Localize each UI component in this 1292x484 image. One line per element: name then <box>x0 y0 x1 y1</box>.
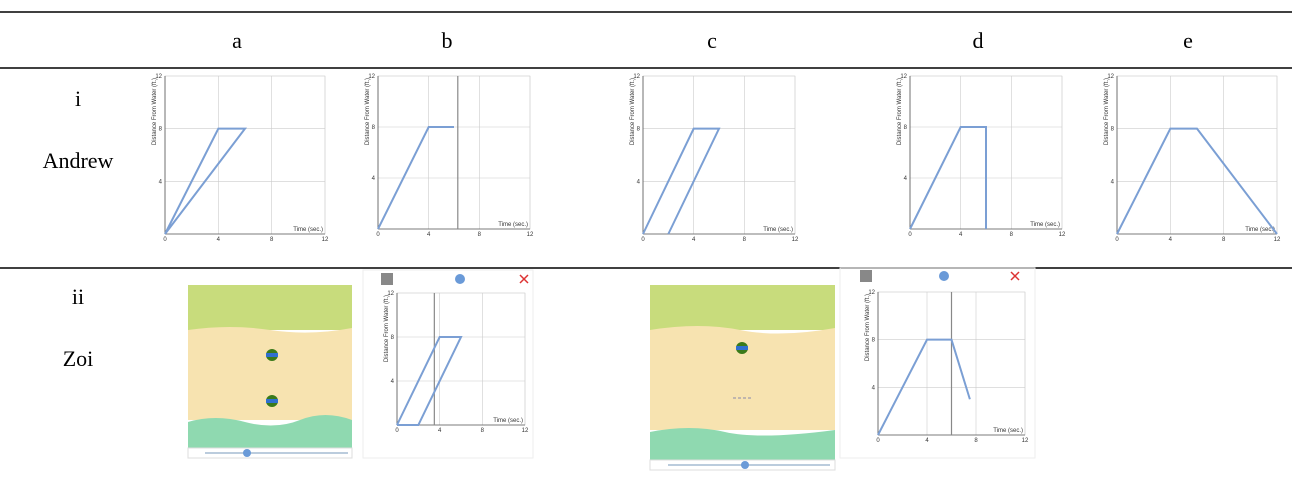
x-tick-label: 4 <box>925 438 929 444</box>
column-header: c <box>707 28 717 53</box>
x-tick-label: 8 <box>1222 237 1226 243</box>
x-tick-label: 8 <box>481 428 485 434</box>
y-axis-label: Distance From Water (ft.) <box>384 295 390 362</box>
x-tick-label: 8 <box>743 237 747 243</box>
x-axis-label: Time (sec.) <box>1030 222 1060 228</box>
y-axis-label: Distance From Water (ft.) <box>365 78 371 145</box>
slider-handle[interactable] <box>243 449 251 457</box>
y-axis-label: Distance From Water (ft.) <box>1104 78 1110 145</box>
y-tick-label: 8 <box>391 335 395 341</box>
y-tick-label: 4 <box>1111 179 1115 185</box>
slider-handle[interactable] <box>741 461 749 469</box>
y-tick-label: 8 <box>1111 127 1115 133</box>
y-tick-label: 8 <box>904 125 908 131</box>
x-tick-label: 0 <box>641 237 645 243</box>
row-name: Zoi <box>63 346 94 371</box>
x-tick-label: 12 <box>1059 232 1066 238</box>
y-tick-label: 8 <box>159 127 163 133</box>
x-tick-label: 0 <box>1115 237 1119 243</box>
y-tick-label: 4 <box>637 179 641 185</box>
x-tick-label: 0 <box>908 232 912 238</box>
y-tick-label: 4 <box>904 176 908 182</box>
x-axis-label: Time (sec.) <box>498 222 528 228</box>
x-tick-label: 0 <box>395 428 399 434</box>
y-tick-label: 8 <box>637 127 641 133</box>
x-tick-label: 0 <box>163 237 167 243</box>
column-header: b <box>442 28 453 53</box>
figure: a b c d e i Andrew ii Zoi 048124812Time <box>0 0 1292 484</box>
row-label: i <box>75 86 81 111</box>
row-label: ii <box>72 284 84 309</box>
x-tick-label: 4 <box>217 237 221 243</box>
y-axis-label: Distance From Water (ft.) <box>630 78 636 145</box>
row-name: Andrew <box>43 148 114 173</box>
x-tick-label: 12 <box>322 237 329 243</box>
y-axis-label: Distance From Water (ft.) <box>865 294 871 361</box>
plot-area <box>397 293 525 425</box>
x-tick-label: 12 <box>1022 438 1029 444</box>
beach-scene <box>650 285 835 470</box>
y-tick-label: 4 <box>372 176 376 182</box>
column-header: e <box>1183 28 1193 53</box>
y-tick-label: 8 <box>872 338 876 344</box>
x-tick-label: 12 <box>792 237 799 243</box>
x-tick-label: 0 <box>376 232 380 238</box>
x-tick-label: 12 <box>522 428 529 434</box>
plot-area <box>165 76 325 234</box>
y-tick-label: 8 <box>372 125 376 131</box>
y-tick-label: 4 <box>872 385 876 391</box>
x-axis-label: Time (sec.) <box>293 227 323 233</box>
x-axis-label: Time (sec.) <box>993 428 1023 434</box>
x-tick-label: 4 <box>1169 237 1173 243</box>
plot-area <box>378 76 530 229</box>
x-tick-label: 4 <box>692 237 696 243</box>
plot-area <box>1117 76 1277 234</box>
x-axis-label: Time (sec.) <box>763 227 793 233</box>
x-tick-label: 8 <box>270 237 274 243</box>
x-tick-label: 8 <box>1010 232 1014 238</box>
x-axis-label: Time (sec.) <box>493 418 523 424</box>
x-tick-label: 8 <box>974 438 978 444</box>
x-tick-label: 12 <box>527 232 534 238</box>
plot-area <box>643 76 795 234</box>
x-tick-label: 8 <box>478 232 482 238</box>
beach-scene <box>188 285 352 458</box>
y-tick-label: 4 <box>159 179 163 185</box>
x-tick-label: 0 <box>876 438 880 444</box>
y-axis-label: Distance From Water (ft.) <box>897 78 903 145</box>
x-tick-label: 4 <box>959 232 963 238</box>
x-axis-label: Time (sec.) <box>1245 227 1275 233</box>
column-header: a <box>232 28 242 53</box>
x-tick-label: 4 <box>427 232 431 238</box>
x-tick-label: 4 <box>438 428 442 434</box>
column-header: d <box>973 28 984 53</box>
y-axis-label: Distance From Water (ft.) <box>152 78 158 145</box>
x-tick-label: 12 <box>1274 237 1281 243</box>
y-tick-label: 4 <box>391 379 395 385</box>
